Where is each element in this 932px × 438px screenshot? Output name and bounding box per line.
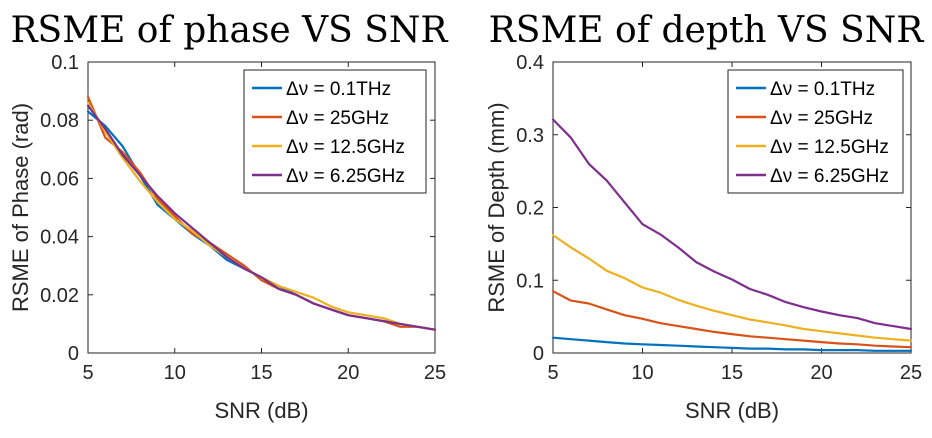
depth-xtick-label: 20 (810, 362, 832, 384)
phase-ytick-label: 0.02 (40, 285, 79, 307)
depth-x-axis-label: SNR (dB) (685, 398, 779, 423)
depth-xtick-label: 10 (631, 362, 653, 384)
depth-legend-label-2: Δν = 12.5GHz (770, 137, 889, 158)
depth-chart-title: RSME of depth VS SNR (489, 10, 925, 51)
phase-ytick-label: 0.06 (40, 168, 79, 190)
phase-legend-label-2: Δν = 12.5GHz (286, 137, 405, 158)
phase-ytick-label: 0.04 (40, 227, 79, 249)
phase-xtick-label: 25 (424, 362, 446, 384)
phase-xtick-label: 5 (82, 362, 93, 384)
phase-legend-label-3: Δν = 6.25GHz (286, 166, 405, 187)
depth-legend: Δν = 0.1THz Δν = 25GHz Δν = 12.5GHz Δν = 6.… (727, 69, 904, 194)
phase-ytick-label: 0.08 (40, 110, 79, 132)
depth-xtick-label: 15 (721, 362, 743, 384)
phase-y-axis-label: RSME of Phase (rad) (8, 103, 33, 312)
depth-xtick-label: 5 (547, 362, 558, 384)
phase-chart-title: RSME of phase VS SNR (10, 10, 448, 51)
phase-xtick-label: 20 (337, 362, 359, 384)
depth-y-axis-label: RSME of Depth (mm) (484, 102, 509, 312)
phase-x-axis-label: SNR (dB) (214, 398, 308, 423)
phase-series-line-3 (86, 104, 437, 331)
depth-series-line-1 (551, 290, 913, 349)
depth-chart: RSME of depth VS SNR 0 0.1 0.2 0.3 0.4 5 10 15 20… (484, 10, 924, 423)
depth-xtick-label: 25 (900, 362, 922, 384)
phase-legend-label-1: Δν = 25GHz (286, 108, 389, 129)
depth-legend-label-0: Δν = 0.1THz (770, 79, 875, 100)
phase-ytick-label: 0.1 (51, 52, 79, 74)
depth-series-line-3 (551, 118, 913, 331)
depth-legend-label-3: Δν = 6.25GHz (770, 166, 889, 187)
depth-series-line-0 (551, 336, 913, 352)
depth-ytick-label: 0.4 (516, 52, 544, 74)
phase-legend: Δν = 0.1THz Δν = 25GHz Δν = 12.5GHz Δν = 6.… (243, 69, 427, 194)
phase-chart: RSME of phase VS SNR 0 0.02 0.04 0.06 0.08 0.1… (8, 10, 448, 423)
depth-ytick-label: 0 (533, 343, 544, 365)
phase-xtick-label: 15 (250, 362, 272, 384)
depth-ytick-label: 0.3 (516, 125, 544, 147)
phase-xtick-label: 10 (164, 362, 186, 384)
depth-ytick-label: 0.1 (516, 270, 544, 292)
phase-ytick-label: 0 (68, 343, 79, 365)
depth-ytick-label: 0.2 (516, 198, 544, 220)
phase-legend-label-0: Δν = 0.1THz (286, 79, 391, 100)
depth-legend-label-1: Δν = 25GHz (770, 108, 873, 129)
depth-legend-box (727, 69, 904, 194)
phase-legend-box (243, 69, 427, 194)
depth-series-line-2 (551, 234, 913, 342)
